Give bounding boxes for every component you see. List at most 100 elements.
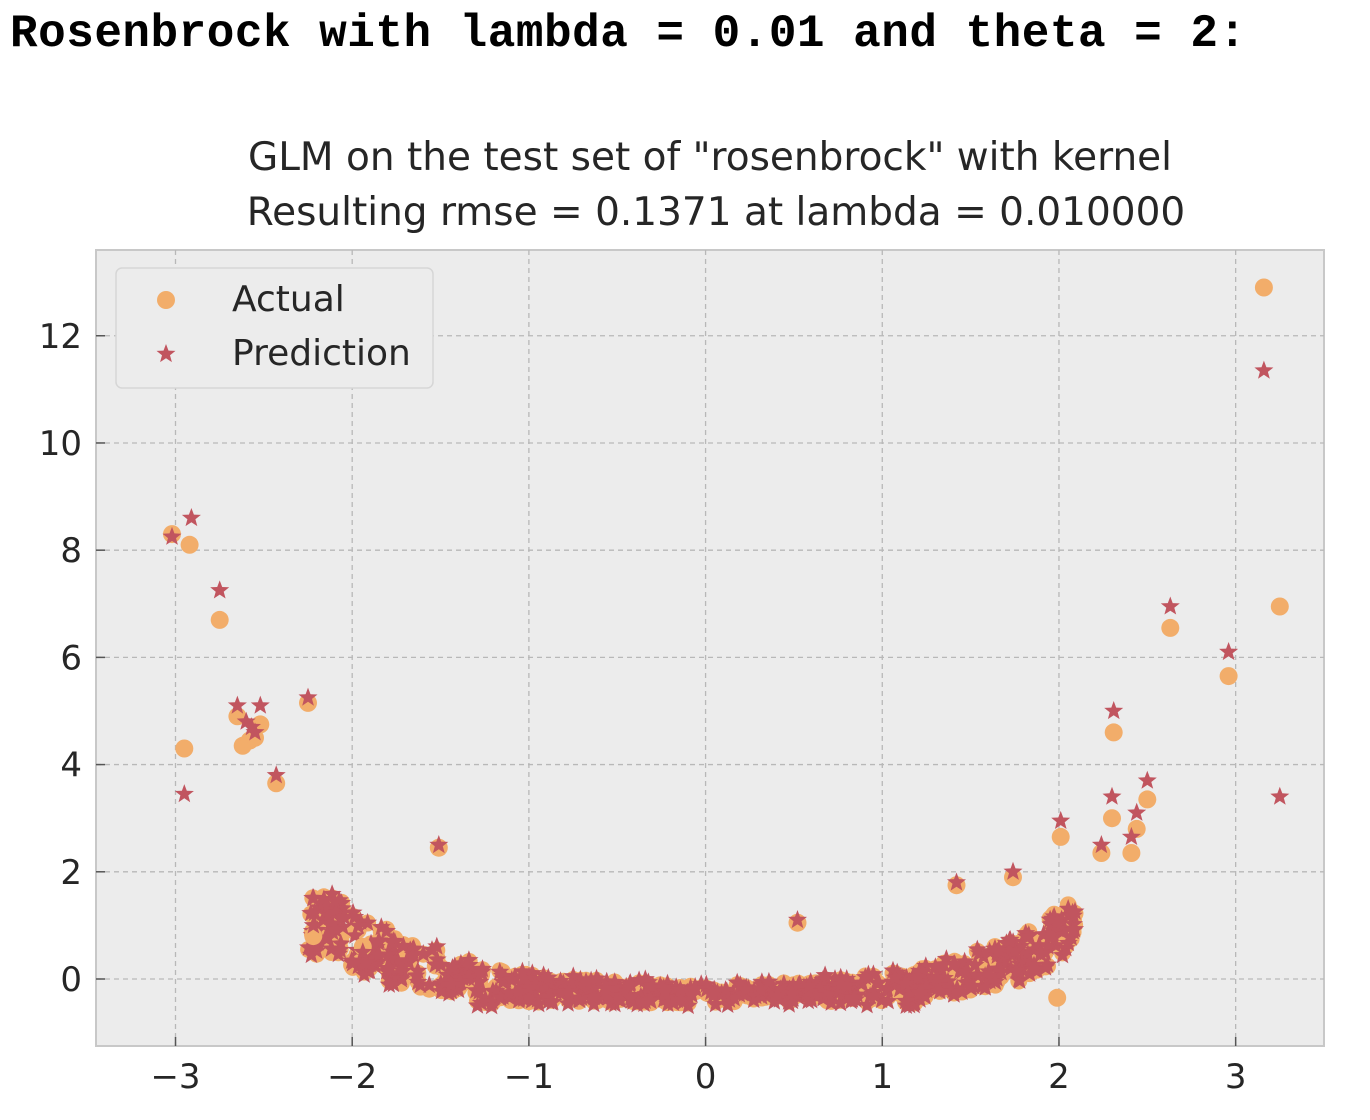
cloud-prediction-point xyxy=(877,980,897,999)
cloud-prediction-point xyxy=(989,939,1009,958)
cloud-prediction-point xyxy=(682,985,702,1004)
cloud-prediction-point xyxy=(371,917,391,936)
cloud-prediction-point xyxy=(905,979,925,998)
cloud-prediction-point xyxy=(443,958,462,976)
cloud-prediction-point xyxy=(435,972,455,991)
cloud-prediction-point xyxy=(1001,958,1021,977)
cloud-prediction-point xyxy=(1018,927,1038,946)
cloud-prediction-point xyxy=(391,969,411,988)
cloud-prediction-point xyxy=(491,988,511,1007)
cloud-prediction-point xyxy=(1061,927,1081,946)
cloud-prediction-point xyxy=(1011,936,1031,955)
cloud-prediction-point xyxy=(1052,921,1072,940)
cloud-prediction-point xyxy=(916,977,936,996)
cloud-prediction-point xyxy=(379,958,399,977)
prediction-point xyxy=(245,722,265,741)
cloud-prediction-point xyxy=(427,936,447,955)
cloud-prediction-point xyxy=(614,985,633,1004)
cloud-prediction-point xyxy=(584,994,604,1013)
cloud-prediction-point xyxy=(770,979,790,998)
cloud-prediction-point xyxy=(865,985,885,1004)
x-tick-label: −2 xyxy=(327,1057,377,1097)
cloud-prediction-point xyxy=(518,977,538,996)
cloud-prediction-point xyxy=(460,960,480,979)
legend-box xyxy=(115,267,434,389)
cloud-prediction-point xyxy=(892,968,912,987)
cloud-prediction-point xyxy=(333,917,353,936)
cloud-prediction-point xyxy=(1063,921,1083,940)
cloud-prediction-point xyxy=(385,932,405,950)
cloud-prediction-point xyxy=(627,994,647,1013)
prediction-point xyxy=(1102,786,1122,805)
cloud-prediction-point xyxy=(810,978,830,997)
cloud-prediction-point xyxy=(551,982,571,1001)
cloud-prediction-point xyxy=(1000,930,1019,949)
actual-point xyxy=(1270,597,1289,616)
cloud-prediction-point xyxy=(538,967,558,986)
cloud-prediction-point xyxy=(422,940,442,959)
cloud-prediction-point xyxy=(379,974,399,993)
cloud-prediction-point xyxy=(522,963,542,982)
cloud-prediction-point xyxy=(332,902,352,921)
cloud-prediction-point xyxy=(956,972,976,991)
y-tick-label: 4 xyxy=(60,746,82,786)
y-tick-label: 8 xyxy=(60,531,82,571)
cloud-prediction-point xyxy=(857,995,877,1014)
cloud-prediction-point xyxy=(466,980,486,999)
legend-prediction-marker xyxy=(156,344,176,363)
cloud-prediction-point xyxy=(933,978,953,997)
y-tick-label: 10 xyxy=(39,424,82,464)
cloud-prediction-point xyxy=(318,927,338,946)
prediction-point xyxy=(174,784,194,803)
cloud-prediction-point xyxy=(403,945,423,963)
cloud-prediction-point xyxy=(320,913,340,932)
prediction-point xyxy=(788,910,807,929)
cloud-prediction-point xyxy=(441,974,461,993)
cloud-prediction-point xyxy=(334,907,354,926)
prediction-point xyxy=(1270,786,1290,805)
cloud-prediction-point xyxy=(885,967,905,986)
prediction-series xyxy=(162,360,1290,961)
cloud-prediction-point xyxy=(596,978,616,997)
cloud-prediction-point xyxy=(736,980,755,999)
cloud-prediction-point xyxy=(1040,909,1060,928)
prediction-point xyxy=(1051,810,1071,829)
cloud-prediction-point xyxy=(343,953,363,972)
x-tick-label: 2 xyxy=(1048,1057,1070,1097)
cloud-prediction-point xyxy=(301,903,321,922)
actual-point xyxy=(1161,618,1180,637)
prediction-point xyxy=(236,711,256,730)
cloud-prediction-point xyxy=(502,970,522,989)
cloud-prediction-point xyxy=(1052,909,1072,928)
cloud-prediction-point xyxy=(1010,970,1030,989)
prediction-point xyxy=(1047,912,1067,931)
cloud-prediction-point xyxy=(348,916,368,935)
cloud-prediction-point xyxy=(377,921,396,940)
actual-point xyxy=(180,535,199,554)
cloud-prediction-point xyxy=(328,944,348,963)
cloud-prediction-point xyxy=(975,977,995,996)
cloud-prediction-point xyxy=(587,968,606,987)
prediction-point xyxy=(1160,596,1180,615)
actual-point xyxy=(210,610,229,629)
cloud-prediction-point xyxy=(345,907,365,926)
cloud-prediction-point xyxy=(539,986,559,1005)
cloud-prediction-point xyxy=(529,994,549,1013)
cloud-prediction-point xyxy=(392,957,412,976)
cloud-prediction-point xyxy=(855,967,875,986)
cloud-prediction-point xyxy=(471,962,491,981)
prediction-point xyxy=(1104,701,1124,720)
prediction-point xyxy=(162,526,182,545)
cloud-prediction-point xyxy=(890,979,910,998)
cloud-prediction-point xyxy=(915,986,935,1005)
actual-point xyxy=(1004,868,1022,887)
cloud-prediction-point xyxy=(912,962,932,981)
prediction-point xyxy=(1137,770,1157,789)
cloud-prediction-point xyxy=(774,974,794,993)
cloud-prediction-point xyxy=(604,977,624,996)
cloud-prediction-point xyxy=(493,972,513,991)
cloud-prediction-point xyxy=(470,972,490,991)
cloud-prediction-point xyxy=(963,976,983,995)
